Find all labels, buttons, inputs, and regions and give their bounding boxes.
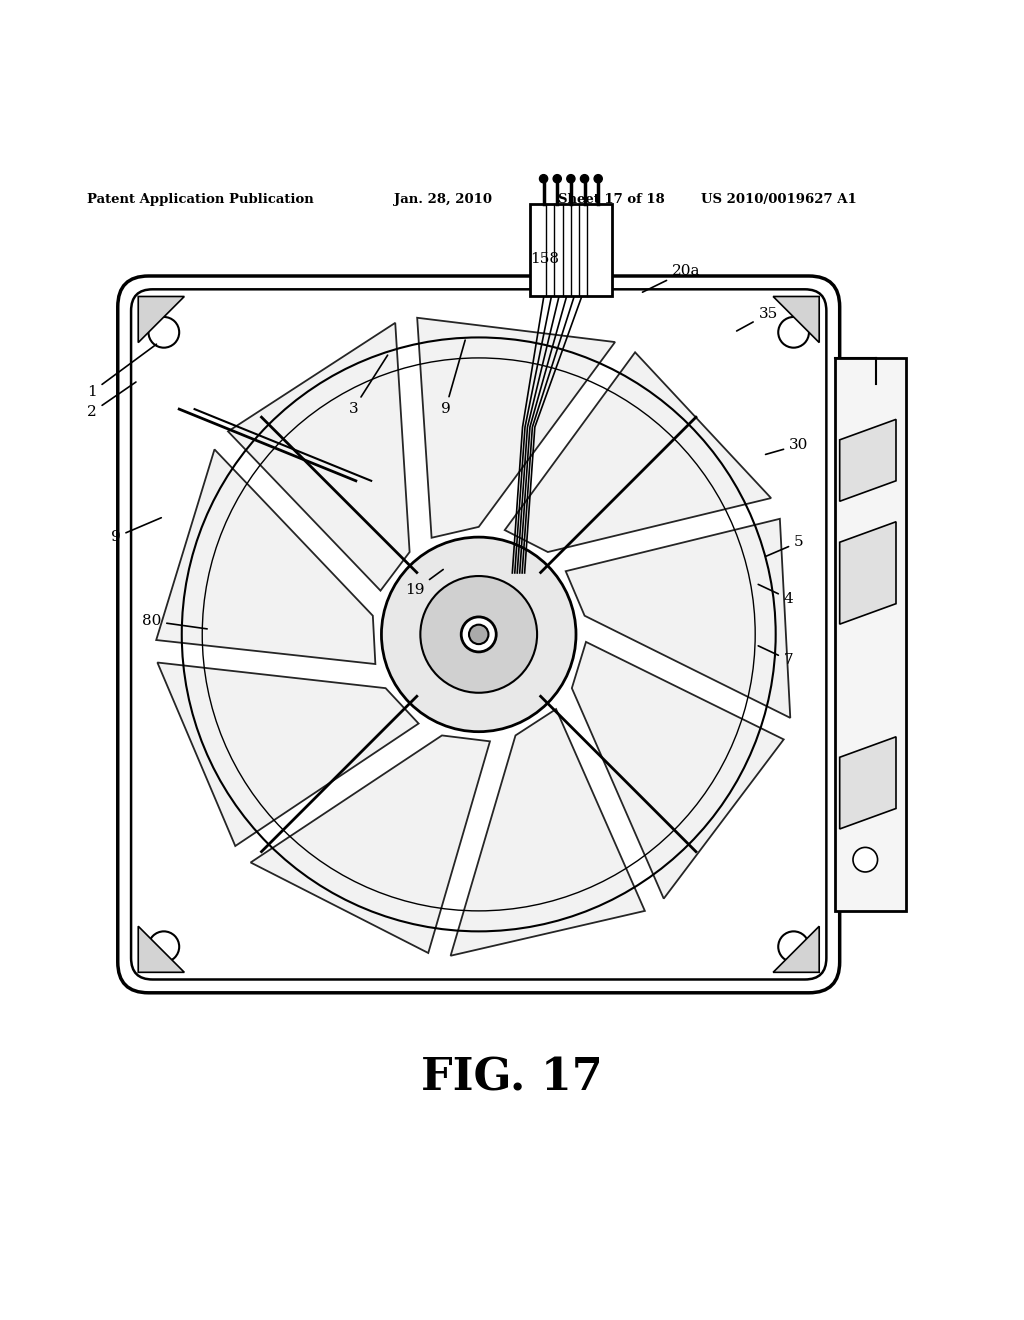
Polygon shape (157, 449, 376, 664)
Text: 5: 5 (765, 535, 804, 557)
Circle shape (553, 174, 561, 182)
Polygon shape (451, 709, 645, 956)
Circle shape (461, 616, 497, 652)
Polygon shape (565, 519, 791, 718)
Text: 7: 7 (758, 645, 794, 667)
Polygon shape (158, 663, 419, 846)
Polygon shape (773, 297, 819, 343)
Polygon shape (417, 318, 615, 537)
Text: 158: 158 (530, 252, 559, 265)
Polygon shape (840, 521, 896, 624)
Text: Jan. 28, 2010: Jan. 28, 2010 (394, 193, 493, 206)
Bar (530, 205, 612, 297)
Polygon shape (138, 927, 184, 973)
Text: 35: 35 (736, 306, 777, 331)
Text: 20a: 20a (642, 264, 700, 292)
Text: Sheet 17 of 18: Sheet 17 of 18 (558, 193, 665, 206)
Text: 1: 1 (87, 345, 157, 399)
Circle shape (567, 174, 575, 182)
FancyBboxPatch shape (118, 276, 840, 993)
Polygon shape (251, 735, 489, 953)
Text: 3: 3 (348, 355, 388, 416)
Circle shape (594, 174, 602, 182)
Text: 19: 19 (404, 569, 443, 598)
Polygon shape (840, 420, 896, 502)
Text: FIG. 17: FIG. 17 (421, 1056, 603, 1100)
Polygon shape (138, 297, 184, 343)
Polygon shape (571, 642, 783, 899)
Circle shape (853, 847, 878, 873)
Text: 9: 9 (440, 341, 465, 416)
Text: 30: 30 (766, 438, 808, 454)
Text: US 2010/0019627 A1: US 2010/0019627 A1 (701, 193, 857, 206)
Circle shape (148, 317, 179, 347)
Circle shape (381, 537, 575, 731)
Circle shape (540, 174, 548, 182)
Polygon shape (505, 352, 771, 552)
Circle shape (148, 932, 179, 962)
Circle shape (778, 317, 809, 347)
Text: 4: 4 (758, 585, 794, 606)
Text: 9: 9 (111, 517, 162, 544)
Circle shape (420, 576, 537, 693)
Text: 2: 2 (87, 381, 136, 420)
Bar (835, 358, 906, 911)
Circle shape (469, 624, 488, 644)
Circle shape (778, 932, 809, 962)
Text: Patent Application Publication: Patent Application Publication (87, 193, 313, 206)
Polygon shape (228, 323, 410, 590)
Text: 80: 80 (142, 614, 207, 628)
Polygon shape (840, 737, 896, 829)
Polygon shape (773, 927, 819, 973)
Circle shape (581, 174, 589, 182)
